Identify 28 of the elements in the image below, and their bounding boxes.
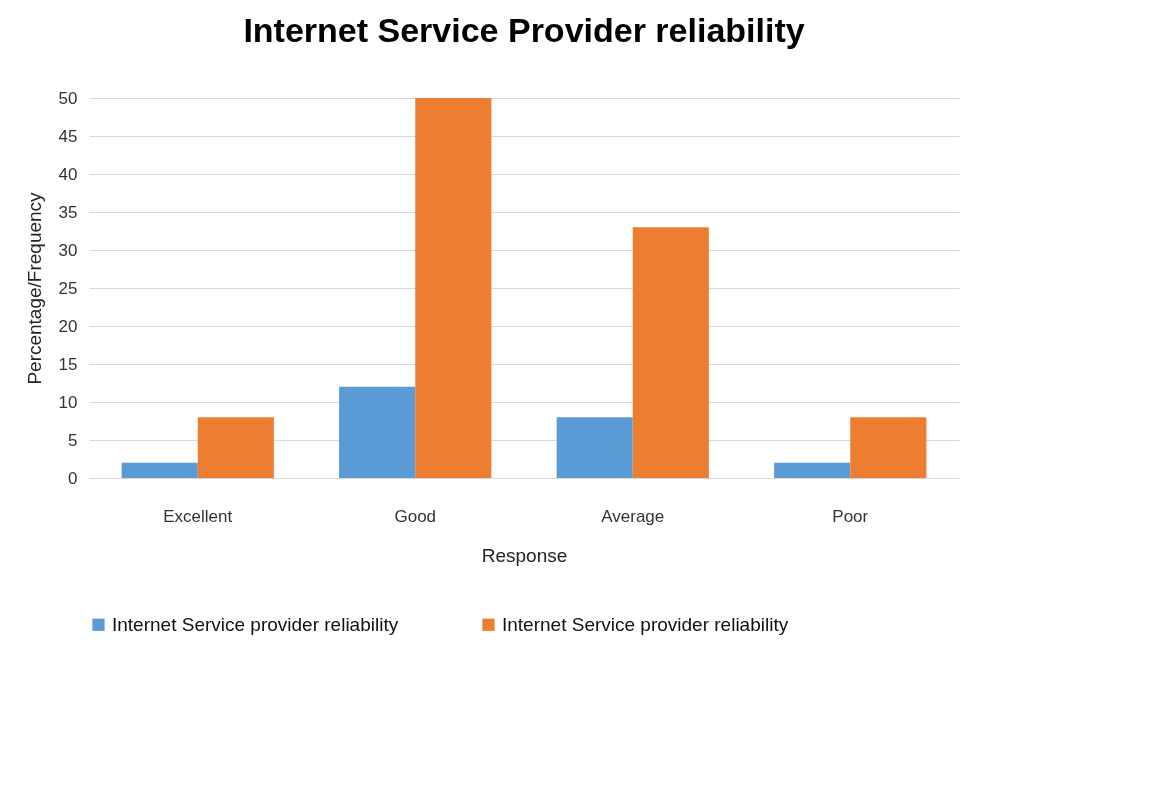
x-tick-label: Poor: [832, 506, 869, 526]
y-tick-label: 40: [58, 164, 78, 184]
y-tick-label: 50: [58, 88, 78, 108]
bar: [556, 417, 633, 478]
x-tick-label: Good: [394, 506, 437, 526]
x-tick-label: Average: [601, 506, 665, 526]
bar: [632, 227, 709, 478]
legend-label: Internet Service provider reliability: [502, 613, 789, 635]
y-tick-label: 0: [68, 468, 78, 488]
y-tick-label: 5: [68, 430, 78, 450]
chart-title: Internet Service Provider reliability: [243, 11, 805, 49]
y-tick-label: 15: [58, 354, 78, 374]
y-tick-label: 30: [58, 240, 78, 260]
bar: [121, 462, 198, 478]
bar: [850, 417, 927, 478]
y-axis-title: Percentage/Frequency: [23, 191, 45, 385]
bar: [774, 462, 851, 478]
bar: [197, 417, 274, 478]
bar: [415, 98, 492, 478]
y-tick-label: 10: [58, 392, 78, 412]
x-axis-title: Response: [481, 544, 568, 566]
y-tick-label: 20: [58, 316, 78, 336]
legend-label: Internet Service provider reliability: [112, 613, 399, 635]
x-tick-label: Excellent: [163, 506, 233, 526]
y-tick-label: 35: [58, 202, 78, 222]
y-tick-label: 25: [58, 278, 78, 298]
bar: [339, 386, 416, 478]
y-tick-label: 45: [58, 126, 78, 146]
